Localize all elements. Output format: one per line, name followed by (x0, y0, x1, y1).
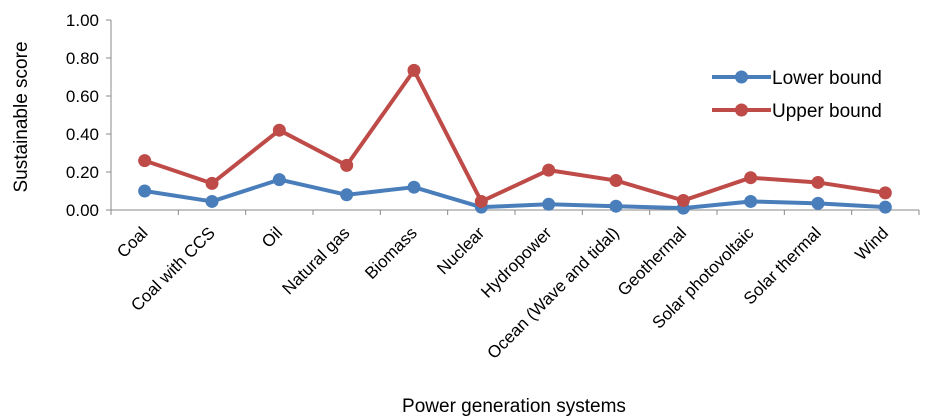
legend-label: Upper bound (772, 101, 882, 122)
legend-item: Lower bound (712, 68, 882, 89)
y-tick-label: 0.60 (66, 87, 99, 106)
x-tick-label: Natural gas (279, 223, 354, 298)
data-point (676, 194, 690, 207)
legend-marker (735, 70, 748, 84)
y-tick-label: 0.80 (66, 49, 99, 68)
data-point (744, 171, 758, 185)
x-tick-label: Nuclear (433, 223, 488, 278)
x-tick-label: Biomass (361, 223, 421, 283)
y-axis-title: Sustainable score (11, 41, 32, 192)
data-point (272, 123, 286, 137)
data-point (340, 188, 354, 202)
y-axis-ticks: 0.00 0.20 0.40 0.60 0.80 1.00 (66, 11, 111, 220)
data-point (474, 194, 488, 208)
series-line (144, 177, 886, 211)
x-tick-label: Coal (113, 223, 151, 261)
y-tick-label: 1.00 (66, 11, 99, 30)
legend-marker (735, 103, 748, 117)
x-tick-label: Ocean (Wave and tidal) (484, 223, 623, 362)
x-axis-title: Power generation systems (402, 396, 626, 417)
legend-item: Upper bound (712, 101, 882, 122)
y-tick-label: 0.00 (66, 201, 99, 220)
data-point (811, 196, 825, 210)
legend-label: Lower bound (772, 68, 882, 89)
y-tick-label: 0.40 (66, 125, 99, 144)
data-point (205, 176, 219, 190)
series-line (144, 68, 886, 204)
x-tick-label: Oil (258, 223, 286, 251)
legend: Lower bound Upper bound (712, 68, 882, 122)
data-point (542, 197, 556, 211)
data-point (811, 175, 825, 189)
data-point (878, 200, 892, 214)
y-tick-label: 0.20 (66, 163, 99, 182)
series-lower-bound (138, 173, 892, 215)
data-point (878, 186, 892, 200)
data-point (138, 184, 152, 198)
data-point (744, 194, 758, 208)
data-point (407, 180, 421, 194)
data-point (340, 158, 354, 172)
data-point (272, 173, 286, 187)
data-point (542, 163, 556, 177)
data-point (609, 199, 623, 213)
data-point (138, 154, 152, 168)
data-point (205, 194, 219, 208)
data-point (407, 63, 421, 77)
series-upper-bound (138, 63, 892, 208)
x-tick-label: Wind (851, 223, 892, 264)
series-layer (138, 63, 892, 215)
data-point (609, 174, 623, 188)
